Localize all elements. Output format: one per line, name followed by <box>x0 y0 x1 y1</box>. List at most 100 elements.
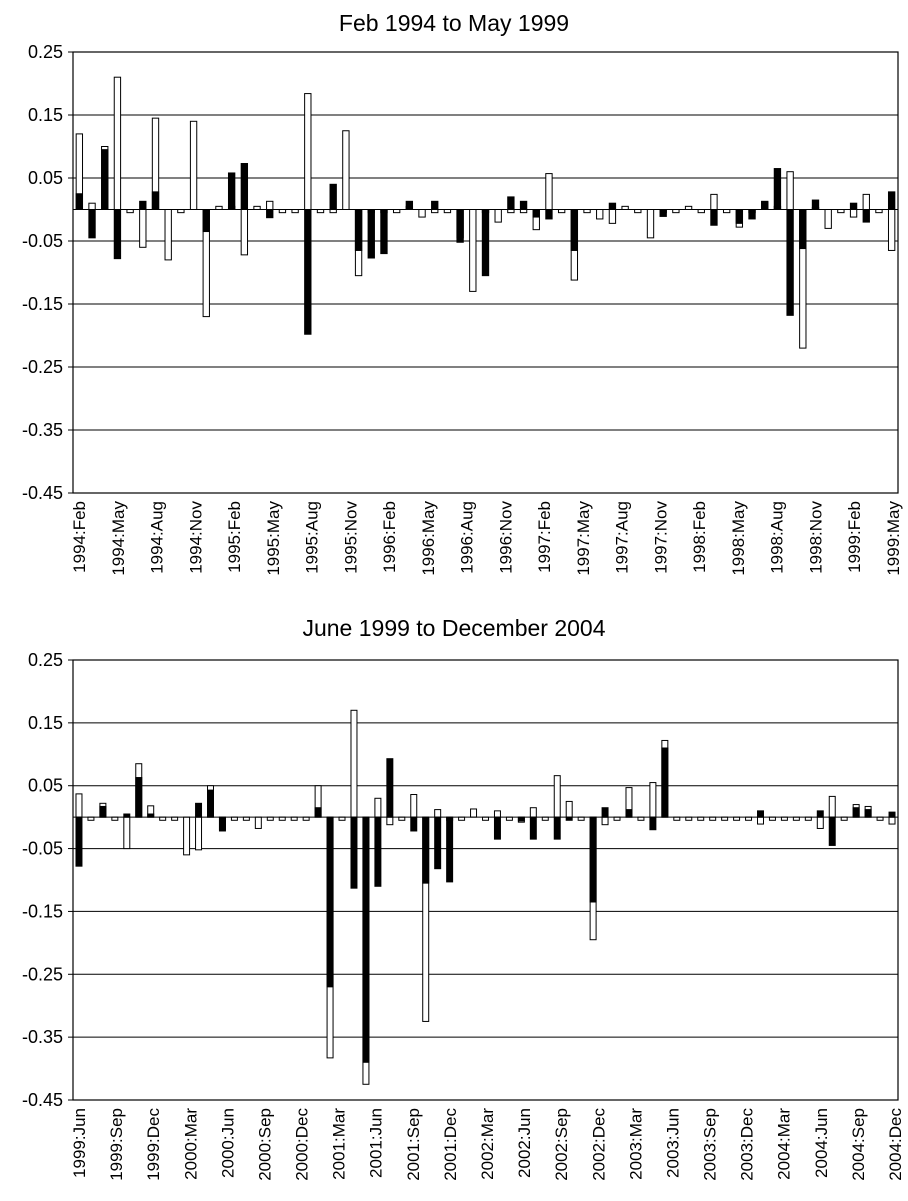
chart-title-bottom: June 1999 to December 2004 <box>302 615 606 641</box>
bar-black <box>240 163 249 210</box>
chart-top: 0.25 0.15 0.05 -0.05 -0.15 -0.25 -0.35 -0.45 199… <box>22 42 903 576</box>
bar-black <box>710 209 718 226</box>
x-tick-label: 1997:Feb <box>535 501 554 573</box>
bar-black <box>811 199 820 211</box>
bar-black <box>202 209 210 233</box>
bar-black <box>481 209 490 277</box>
x-tick-label: 2002:Dec <box>589 1108 608 1181</box>
bar-black <box>101 149 109 210</box>
bar-black <box>888 811 896 818</box>
bar-white <box>849 209 858 218</box>
bar-white <box>410 794 418 818</box>
bar-white <box>649 782 657 818</box>
bar-white <box>494 209 502 223</box>
bar-black <box>410 816 418 832</box>
bar-black <box>659 209 667 217</box>
x-tick-label: 1999:Dec <box>144 1108 163 1181</box>
bar-black <box>589 816 597 903</box>
x-tick-label: 1998:Feb <box>690 501 709 573</box>
bar-black <box>786 209 794 316</box>
bar-black <box>329 183 337 211</box>
y-tick-label: 0.05 <box>28 168 63 188</box>
plot-area-border <box>72 51 899 494</box>
bar-black <box>135 777 143 818</box>
chart-bottom: 0.25 0.15 0.05 -0.05 -0.15 -0.25 -0.35 -0.45 199… <box>22 650 905 1181</box>
bar-white <box>469 209 477 292</box>
x-tick-label: 1998:Aug <box>768 501 787 574</box>
x-tick-label: 2002:Mar <box>478 1108 497 1180</box>
bar-black <box>195 802 203 818</box>
x-tick-label: 1997:Nov <box>651 501 670 574</box>
bar-white <box>139 209 147 248</box>
chart-title-top: Feb 1994 to May 1999 <box>338 10 570 36</box>
x-tick-label: 2003:Sep <box>701 1108 720 1181</box>
bar-black <box>354 209 363 251</box>
y-tick-label: -0.25 <box>22 357 63 377</box>
bar-white <box>596 209 604 220</box>
bar-white <box>553 775 561 818</box>
bar-black <box>545 209 553 220</box>
x-tick-label: 1996:May <box>419 501 438 576</box>
y-tick-label: -0.05 <box>22 839 63 859</box>
bar-white <box>545 173 553 210</box>
bar-black <box>151 191 160 210</box>
bar-black <box>218 816 226 832</box>
x-tick-label: 2001:Jun <box>367 1108 386 1178</box>
bar-white <box>88 202 96 210</box>
bar-black <box>649 816 657 831</box>
y-tick-label: 0.05 <box>28 776 63 796</box>
bar-white <box>418 209 426 218</box>
plot-area-border <box>72 659 899 1101</box>
bar-black <box>799 209 807 250</box>
x-tick-label: 2001:Sep <box>404 1108 423 1181</box>
bar-black <box>757 810 764 818</box>
bar-white <box>828 795 836 818</box>
bar-black <box>367 209 375 259</box>
bar-white <box>824 209 832 229</box>
bar-black <box>601 807 609 818</box>
bar-black <box>113 209 122 260</box>
y-tick-label: -0.45 <box>22 483 63 503</box>
y-tick-label: -0.45 <box>22 1090 63 1110</box>
bar-black <box>207 789 214 818</box>
x-tick-label: 2004:Dec <box>886 1108 905 1181</box>
bar-white <box>529 807 537 818</box>
bar-black <box>887 191 896 210</box>
bar-black <box>828 816 836 846</box>
bar-black <box>380 209 388 255</box>
x-tick-label: 1999:May <box>884 501 903 576</box>
bar-black <box>227 172 236 211</box>
bar-black <box>422 816 430 884</box>
bar-black <box>507 196 515 210</box>
bar-white <box>304 93 312 210</box>
bar-black <box>748 209 756 220</box>
bar-white <box>470 808 478 818</box>
bar-black <box>350 816 358 889</box>
x-tick-label: 1996:Aug <box>458 501 477 574</box>
bar-white <box>601 816 609 826</box>
x-tick-label: 1999:Jun <box>70 1108 89 1178</box>
bar-white <box>646 209 655 239</box>
x-tick-label: 1995:May <box>264 501 283 576</box>
x-tick-label: 2003:Mar <box>626 1108 645 1180</box>
bar-white <box>189 120 198 210</box>
bar-black <box>139 200 147 210</box>
x-tick-label: 2000:Dec <box>293 1108 312 1181</box>
bar-black <box>493 816 501 840</box>
bar-white <box>75 793 83 818</box>
x-tick-label: 2000:Mar <box>181 1108 200 1180</box>
bar-black <box>405 200 414 210</box>
bar-white <box>434 809 442 818</box>
bar-white <box>493 810 501 818</box>
bar-black <box>661 747 669 818</box>
x-tick-label: 2002:Jun <box>515 1108 534 1178</box>
bar-white <box>123 816 131 850</box>
x-tick-label: 1994:Feb <box>70 501 89 573</box>
bar-black <box>517 816 525 822</box>
bar-white <box>816 816 824 829</box>
x-tick-label: 2004:Mar <box>775 1108 794 1180</box>
bar-white <box>195 816 203 851</box>
bar-black <box>625 809 633 818</box>
bar-black <box>75 193 84 210</box>
x-tick-label: 1995:Aug <box>303 501 322 574</box>
